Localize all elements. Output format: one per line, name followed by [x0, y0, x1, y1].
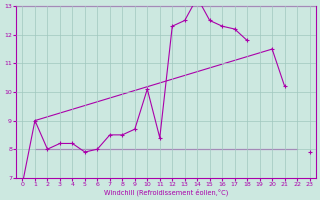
X-axis label: Windchill (Refroidissement éolien,°C): Windchill (Refroidissement éolien,°C) [104, 188, 228, 196]
